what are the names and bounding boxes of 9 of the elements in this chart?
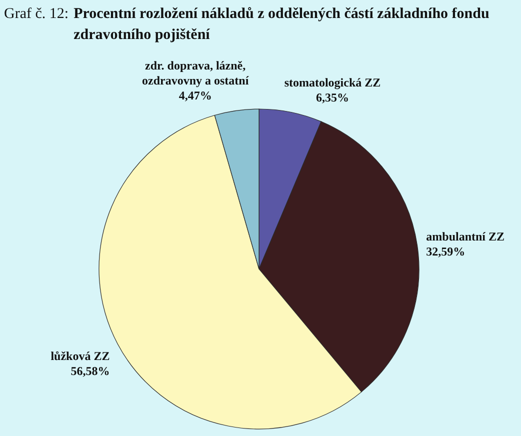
data-label: 56,58% — [70, 364, 110, 378]
data-label: 6,35% — [316, 90, 349, 104]
chart-title: Graf č. 12: Procentní rozložení nákladů z oddělených částí základního fondu zdravotního pojištění — [4, 5, 490, 45]
slice-label: zdr. doprava, lázně, ozdravovny a ostatní — [142, 58, 250, 88]
slice-label: ambulantní ZZ — [426, 230, 505, 244]
data-label: 4,47% — [178, 88, 212, 103]
slice-label: lůžková ZZ — [50, 349, 110, 364]
data-label: 32,59% — [426, 244, 466, 259]
slice-label: stomatologická ZZ — [284, 75, 381, 90]
